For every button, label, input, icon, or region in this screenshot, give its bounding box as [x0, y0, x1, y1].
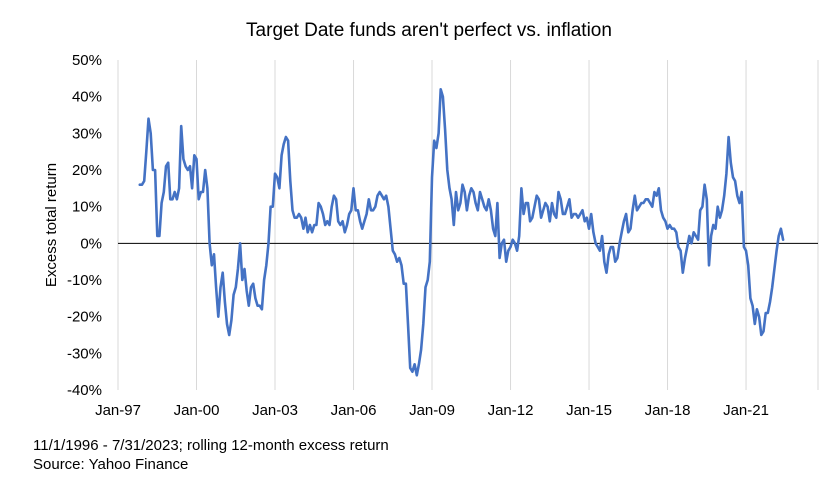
footnote-source: Source: Yahoo Finance [33, 456, 189, 473]
y-tick-label: -20% [67, 309, 102, 326]
x-tick-label: Jan-15 [566, 402, 612, 419]
x-tick-label: Jan-18 [645, 402, 691, 419]
y-tick-label: 10% [72, 199, 102, 216]
y-tick-label: 30% [72, 125, 102, 142]
y-tick-label: 50% [72, 52, 102, 69]
y-tick-label: -40% [67, 382, 102, 399]
series-group [138, 88, 785, 377]
y-axis-label: Excess total return [43, 163, 60, 287]
y-axis-label-group: Excess total return [43, 163, 60, 287]
series-line [138, 88, 785, 377]
x-tick-label: Jan-06 [331, 402, 377, 419]
y-tick-label: 20% [72, 162, 102, 179]
x-tick-label: Jan-97 [95, 402, 141, 419]
y-tick-label: -10% [67, 272, 102, 289]
y-tick-label: -30% [67, 345, 102, 362]
x-tick-labels: Jan-97 Jan-00 Jan-03 Jan-06 Jan-09 Jan-12 Jan-… [95, 402, 769, 419]
y-tick-label: 40% [72, 89, 102, 106]
x-tick-label: Jan-09 [409, 402, 455, 419]
y-tick-labels: -40% -30% -20% -10% 0% 10% 20% 30% 40% 50% [67, 52, 102, 399]
x-tick-label: Jan-12 [488, 402, 534, 419]
chart-title: Target Date funds aren't perfect vs. inf… [246, 20, 612, 41]
x-tick-label: Jan-21 [723, 402, 769, 419]
y-tick-label: 0% [80, 235, 102, 252]
x-tick-label: Jan-00 [174, 402, 220, 419]
x-tick-label: Jan-03 [252, 402, 298, 419]
footnote-date-range: 11/1/1996 - 7/31/2023; rolling 12-month … [33, 437, 389, 454]
